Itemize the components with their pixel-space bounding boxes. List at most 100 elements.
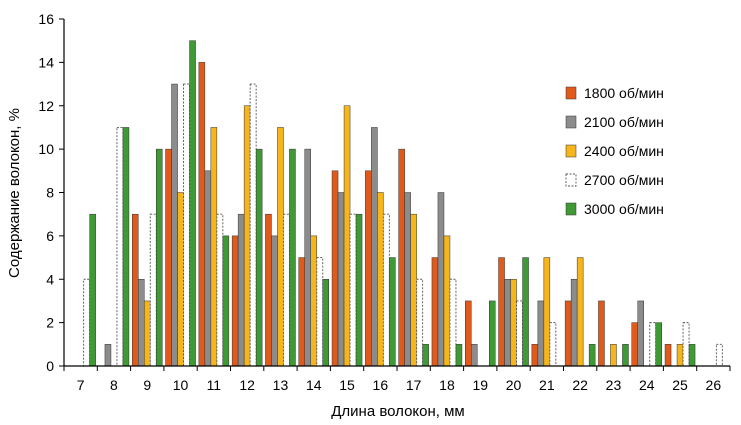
bar [289, 148, 296, 367]
y-tick-label: 4 [46, 271, 54, 287]
bar [537, 300, 545, 367]
y-tick-label: 12 [38, 98, 54, 114]
x-tick-label: 19 [472, 377, 488, 393]
bar [465, 300, 472, 367]
x-tick-label: 10 [173, 377, 189, 393]
bar [165, 148, 172, 367]
bar [410, 213, 417, 367]
bar [156, 148, 163, 367]
bar [637, 300, 644, 367]
x-tick-label: 18 [439, 377, 455, 393]
bar [498, 257, 505, 367]
x-tick-label: 8 [110, 377, 118, 393]
bar [655, 322, 662, 367]
bar [132, 213, 139, 367]
bar [331, 170, 339, 367]
bar [371, 127, 378, 367]
bar [688, 344, 696, 367]
x-ticks-group: 7 8 9 10 11 12 13 14 15 16 17 18 19 20 21 22 23 24 25 26 [63, 366, 731, 393]
bar [271, 235, 278, 367]
bar [682, 322, 690, 367]
x-tick-label: 14 [306, 377, 322, 393]
bar [416, 278, 424, 367]
bar [237, 213, 245, 367]
bar [471, 344, 478, 367]
legend-label: 2100 об/мин [584, 114, 664, 130]
x-tick-label: 24 [639, 377, 655, 393]
y-tick-label: 10 [38, 141, 54, 157]
bar [549, 322, 557, 367]
x-tick-label: 21 [539, 377, 555, 393]
x-tick-label: 9 [143, 377, 151, 393]
legend-swatch [565, 173, 577, 187]
bars-group [83, 40, 723, 367]
x-tick-label: 26 [706, 377, 722, 393]
y-tick-label: 16 [38, 11, 54, 27]
bar [355, 213, 363, 367]
bar [676, 344, 684, 367]
y-tick-label: 2 [46, 315, 54, 331]
y-tick-label: 14 [38, 54, 54, 70]
bar [449, 278, 457, 367]
bar [365, 170, 372, 367]
x-tick-label: 13 [273, 377, 289, 393]
legend-swatch [565, 144, 577, 158]
x-tick-label: 20 [506, 377, 522, 393]
bar [576, 257, 584, 367]
bar [343, 105, 351, 367]
bar [349, 213, 357, 367]
bar [144, 300, 151, 367]
bar [104, 344, 112, 367]
bar [177, 192, 184, 367]
bar [189, 40, 196, 367]
bar [382, 213, 390, 367]
x-tick-label: 12 [239, 377, 255, 393]
bar [437, 192, 445, 367]
bar [398, 148, 405, 367]
bar [316, 257, 324, 367]
bar [138, 279, 145, 367]
bar [404, 192, 411, 367]
legend-label: 2400 об/мин [584, 143, 664, 159]
bar [522, 257, 529, 367]
bar [198, 62, 206, 367]
bar [89, 213, 96, 367]
bar [304, 148, 311, 367]
y-tick-label: 8 [46, 185, 54, 201]
bar [588, 344, 596, 367]
x-tick-label: 23 [606, 377, 622, 393]
bar [171, 83, 178, 367]
bar [255, 148, 263, 367]
bar [210, 127, 218, 367]
bar [243, 105, 251, 367]
legend-swatch [565, 86, 577, 100]
bar [249, 83, 257, 367]
bar [504, 279, 511, 367]
bar [564, 300, 572, 367]
bar [664, 344, 672, 367]
legend: 1800 об/мин 2100 об/мин 2400 об/мин 2700 об… [565, 85, 664, 217]
bar [715, 343, 723, 367]
y-tick-label: 6 [46, 228, 54, 244]
bar [570, 279, 578, 367]
bar [222, 235, 230, 367]
bar [510, 279, 517, 367]
bar [277, 127, 284, 367]
axes-group [63, 19, 730, 367]
bar [389, 257, 396, 367]
bar [149, 213, 157, 367]
x-tick-label: 11 [207, 377, 222, 393]
bar [337, 192, 345, 367]
bar [443, 235, 451, 367]
bar [531, 344, 539, 367]
x-tick-label: 22 [572, 377, 588, 393]
y-ticks-group: 0 2 4 6 8 10 12 14 16 [38, 11, 64, 374]
bar [431, 257, 439, 367]
bar [543, 257, 551, 367]
bar [298, 257, 305, 367]
bar [183, 83, 191, 367]
legend-swatch [565, 202, 577, 216]
bar [216, 213, 224, 367]
legend-label: 2700 об/мин [584, 172, 664, 188]
